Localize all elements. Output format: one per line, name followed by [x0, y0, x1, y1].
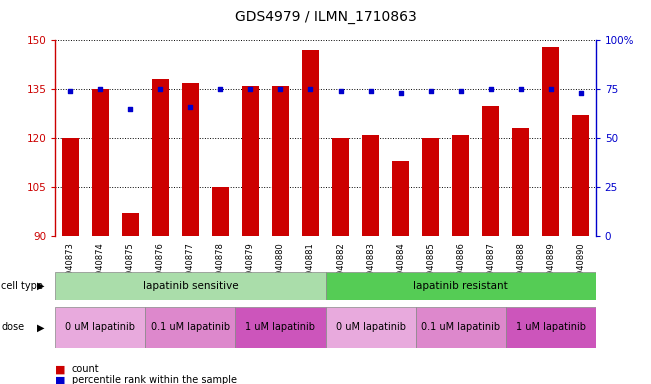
Bar [62, 138, 79, 236]
Bar [572, 115, 589, 236]
Text: lapatinib resistant: lapatinib resistant [413, 281, 508, 291]
Bar [92, 89, 109, 236]
Point [155, 86, 165, 92]
Text: cell type: cell type [1, 281, 43, 291]
Point [575, 90, 586, 96]
Point [215, 86, 226, 92]
Point [425, 88, 436, 94]
Text: percentile rank within the sample: percentile rank within the sample [72, 375, 236, 384]
Bar [182, 83, 199, 236]
Point [125, 106, 135, 112]
Point [365, 88, 376, 94]
Text: ▶: ▶ [36, 281, 44, 291]
Bar [512, 128, 529, 236]
Bar [122, 214, 139, 236]
Bar [326, 272, 596, 300]
Bar [362, 135, 379, 236]
Bar [55, 307, 145, 348]
Bar [212, 187, 229, 236]
Text: 0.1 uM lapatinib: 0.1 uM lapatinib [421, 322, 500, 333]
Point [305, 86, 316, 92]
Point [65, 88, 76, 94]
Bar [542, 47, 559, 236]
Point [245, 86, 256, 92]
Text: dose: dose [1, 322, 25, 333]
Text: ■: ■ [55, 364, 66, 374]
Text: ■: ■ [55, 375, 66, 384]
Point [546, 86, 556, 92]
Bar [506, 307, 596, 348]
Bar [326, 307, 415, 348]
Text: lapatinib sensitive: lapatinib sensitive [143, 281, 238, 291]
Point [95, 86, 105, 92]
Point [456, 88, 466, 94]
Text: 1 uM lapatinib: 1 uM lapatinib [516, 322, 586, 333]
Point [516, 86, 526, 92]
Bar [332, 138, 349, 236]
Bar [452, 135, 469, 236]
Bar [242, 86, 258, 236]
Bar [302, 50, 319, 236]
Text: 1 uM lapatinib: 1 uM lapatinib [245, 322, 316, 333]
Text: 0 uM lapatinib: 0 uM lapatinib [335, 322, 406, 333]
Bar [393, 161, 409, 236]
Point [395, 90, 406, 96]
Bar [152, 79, 169, 236]
Bar [236, 307, 326, 348]
Text: GDS4979 / ILMN_1710863: GDS4979 / ILMN_1710863 [234, 10, 417, 23]
Point [335, 88, 346, 94]
Text: ▶: ▶ [36, 322, 44, 333]
Bar [55, 272, 325, 300]
Point [275, 86, 286, 92]
Bar [422, 138, 439, 236]
Bar [482, 106, 499, 236]
Text: count: count [72, 364, 99, 374]
Bar [415, 307, 506, 348]
Bar [272, 86, 289, 236]
Text: 0.1 uM lapatinib: 0.1 uM lapatinib [151, 322, 230, 333]
Point [186, 104, 196, 110]
Text: 0 uM lapatinib: 0 uM lapatinib [65, 322, 135, 333]
Bar [145, 307, 236, 348]
Point [486, 86, 496, 92]
